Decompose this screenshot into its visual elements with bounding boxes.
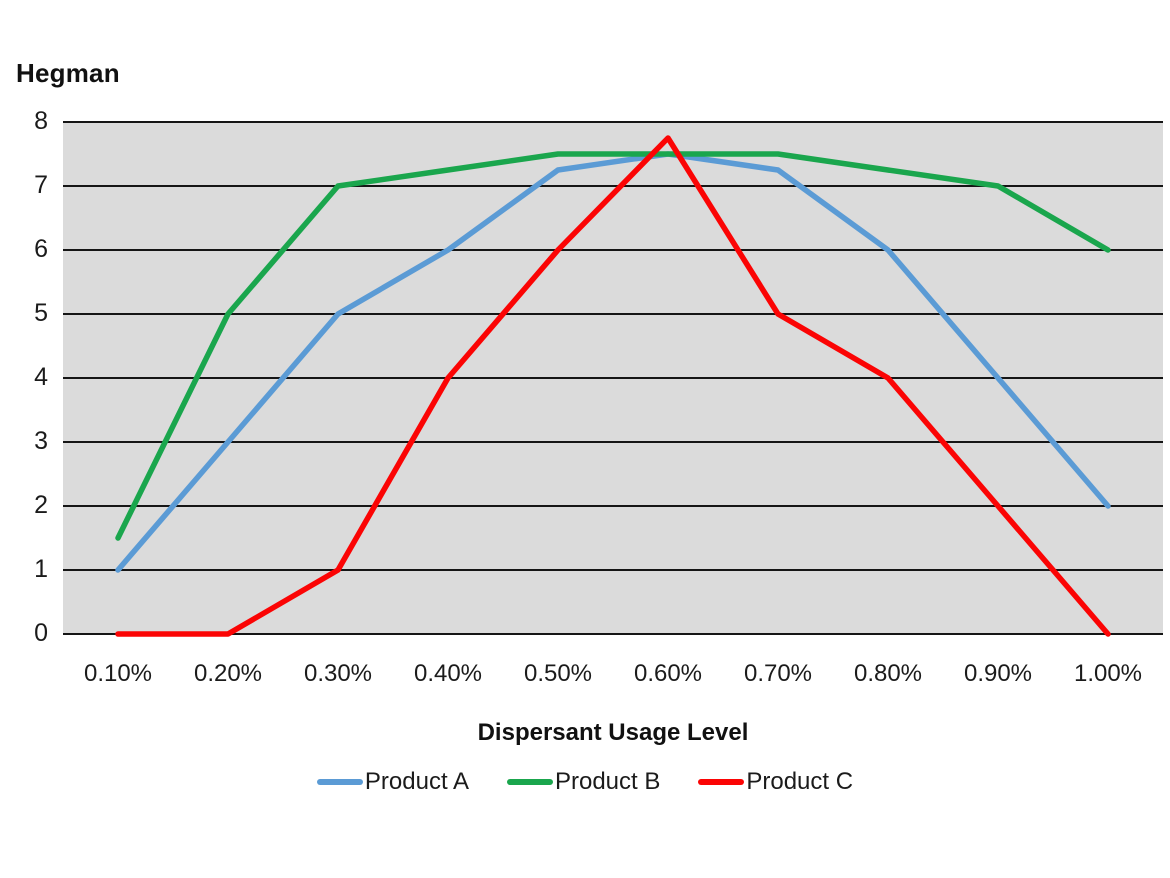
y-tick-label-0: 0	[34, 619, 48, 647]
series-line-product-c	[115, 135, 1111, 637]
chart-title: Hegman	[16, 58, 120, 88]
x-tick-label-1.00%: 1.00%	[1073, 660, 1143, 687]
legend-label: Product A	[364, 768, 469, 795]
plot-area	[63, 121, 1163, 637]
x-tick-label-0.30%: 0.30%	[303, 660, 373, 687]
legend-item-product-a: Product A	[316, 768, 469, 796]
x-tick-label-0.60%: 0.60%	[633, 660, 703, 687]
legend-label: Product B	[554, 768, 661, 795]
y-tick-label-8: 8	[34, 107, 48, 135]
legend-item-product-c: Product C	[698, 768, 853, 796]
legend-item-product-b: Product B	[506, 768, 661, 796]
y-tick-label-2: 2	[34, 491, 48, 519]
x-tick-label-0.90%: 0.90%	[963, 660, 1033, 687]
chart-legend: Product A Product B Product C	[0, 768, 1170, 796]
x-axis-title: Dispersant Usage Level	[477, 719, 749, 746]
x-tick-label-0.20%: 0.20%	[193, 660, 263, 687]
y-tick-label-5: 5	[34, 299, 48, 327]
x-tick-label-0.10%: 0.10%	[83, 660, 153, 687]
y-tick-label-3: 3	[34, 427, 48, 455]
y-tick-label-1: 1	[34, 555, 48, 583]
x-tick-label-0.40%: 0.40%	[413, 660, 483, 687]
legend-swatch-icon	[698, 779, 745, 785]
plot-canvas	[63, 121, 1163, 637]
y-tick-label-7: 7	[34, 171, 48, 199]
series-line-product-b	[115, 151, 1111, 541]
legend-label: Product C	[746, 768, 854, 795]
x-tick-label-0.80%: 0.80%	[853, 660, 923, 687]
y-tick-label-6: 6	[34, 235, 48, 263]
y-tick-label-4: 4	[34, 363, 48, 391]
legend-swatch-icon	[316, 779, 363, 785]
x-tick-label-0.50%: 0.50%	[523, 660, 593, 687]
x-tick-label-0.70%: 0.70%	[743, 660, 813, 687]
legend-swatch-icon	[506, 779, 553, 785]
series-line-product-a	[115, 151, 1111, 573]
